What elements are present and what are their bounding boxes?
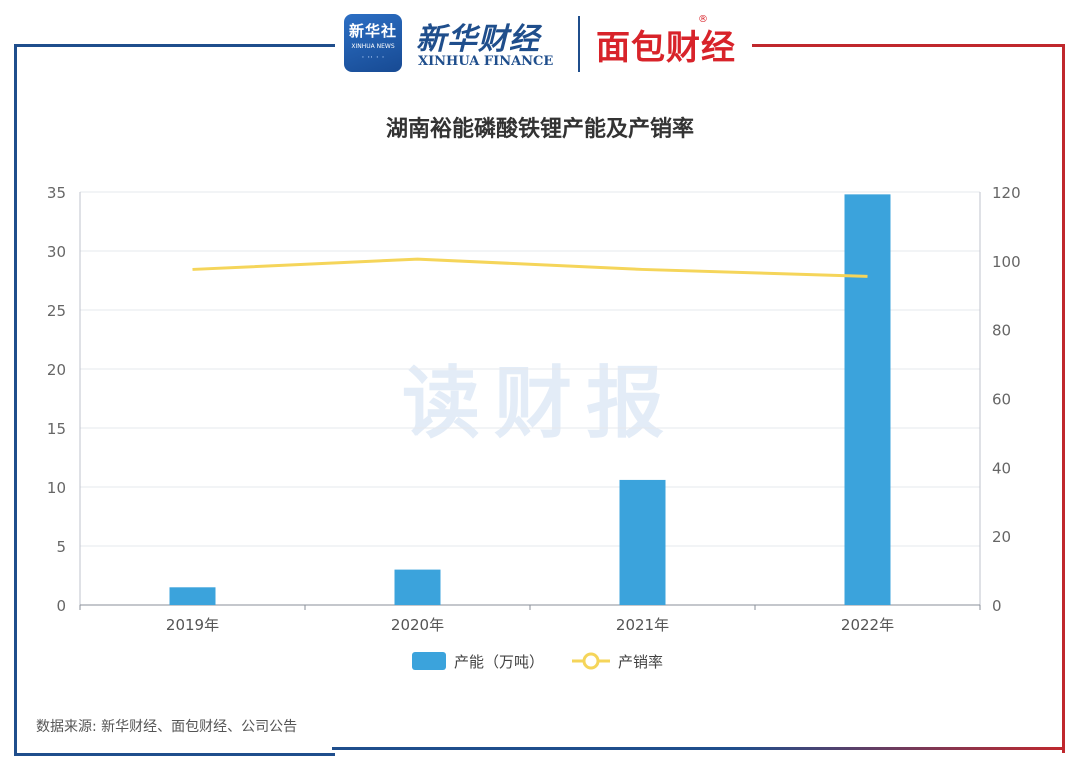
y-right-tick-label: 120 <box>992 184 1021 202</box>
y-left-tick-label: 25 <box>47 302 66 320</box>
y-left-tick-label: 0 <box>56 597 66 615</box>
registered-mark: ® <box>698 14 708 25</box>
bar-capacity <box>394 569 441 605</box>
source-note: 数据来源: 新华财经、面包财经、公司公告 <box>36 719 298 735</box>
frame-right-border <box>752 44 1065 753</box>
frame-bottom-border <box>332 747 1065 750</box>
xinhua-finance-wordmark-en: XINHUA FINANCE <box>418 54 554 69</box>
y-left-tick-label: 10 <box>47 479 66 497</box>
xinhua-badge-en: XINHUA NEWS <box>351 43 395 50</box>
y-right-tick-label: 100 <box>992 253 1021 271</box>
xinhua-badge-text: 新华社 <box>348 22 397 40</box>
xinhua-finance-wordmark: 新华财经 <box>416 22 540 57</box>
y-left-tick-label: 20 <box>47 361 66 379</box>
line-sales-rate <box>192 257 868 278</box>
bar-capacity <box>844 194 891 606</box>
x-tick-label: 2022年 <box>841 616 894 634</box>
watermark-text: 读财报 <box>402 359 678 449</box>
x-tick-label: 2021年 <box>616 616 669 634</box>
y-left-tick-label: 5 <box>56 538 66 556</box>
network-dots-icon: · ·· · · <box>361 53 385 63</box>
legend-swatch-bar <box>412 652 446 670</box>
y-left-tick-label: 15 <box>47 420 66 438</box>
frame-left-border <box>14 44 335 756</box>
y-right-tick-label: 20 <box>992 528 1011 546</box>
y-right-tick-label: 0 <box>992 597 1002 615</box>
bar-capacity <box>169 587 216 605</box>
y-right-tick-label: 60 <box>992 391 1011 409</box>
logo-divider <box>578 16 580 72</box>
x-tick-label: 2020年 <box>391 616 444 634</box>
y-left-tick-label: 35 <box>47 184 66 202</box>
xinhua-news-logo: 新华社 XINHUA NEWS · ·· · · <box>344 14 402 72</box>
chart-title: 湖南裕能磷酸铁锂产能及产销率 <box>386 116 694 142</box>
y-right-tick-label: 80 <box>992 322 1011 340</box>
legend-label-bar: 产能（万吨） <box>454 653 544 671</box>
legend-label-line: 产销率 <box>618 653 663 671</box>
mianbao-finance-logo: 面包财经 <box>596 28 736 68</box>
x-tick-label: 2019年 <box>166 616 219 634</box>
bar-capacity <box>619 479 666 605</box>
legend-swatch-marker <box>582 652 600 670</box>
y-right-tick-label: 40 <box>992 459 1011 477</box>
y-left-tick-label: 30 <box>47 243 66 261</box>
header-logos: 新华社 XINHUA NEWS · ·· · · 新华财经 XINHUA FIN… <box>344 8 744 74</box>
